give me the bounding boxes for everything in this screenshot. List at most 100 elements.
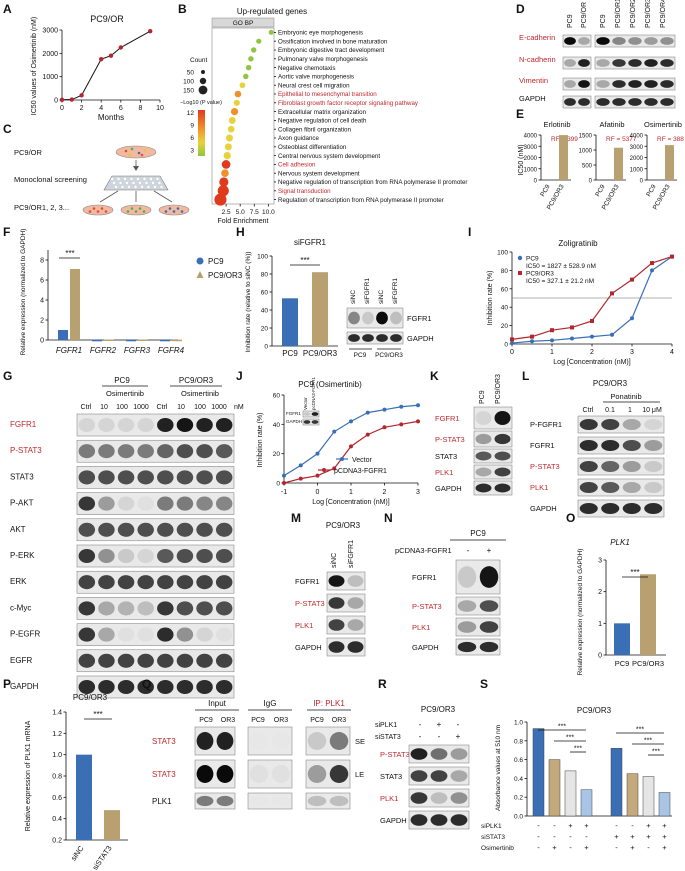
panelS-sig: *** xyxy=(644,738,652,745)
panelI-point xyxy=(550,338,554,343)
panelC-well xyxy=(149,177,153,181)
panelR-row-label: P-STAT3 xyxy=(380,750,410,759)
panelK-blot-band xyxy=(475,483,492,493)
panelG-blot-band xyxy=(98,496,115,511)
panelG-group1: PC9 xyxy=(114,376,130,385)
panelP-sig: *** xyxy=(93,710,102,719)
x-tick-label: 4 xyxy=(670,349,674,356)
panelG-blot-band xyxy=(137,444,154,459)
panelG-blot-band xyxy=(196,653,213,668)
panelC-clone-cell xyxy=(164,210,168,213)
panelH-ylabel: Inhibition rate (relative to siNC (%)) xyxy=(245,251,252,352)
panelG-blot-band xyxy=(157,522,174,537)
panelG-blot-band xyxy=(176,601,194,616)
panelC-clone-cell xyxy=(100,207,104,210)
panelF-category: FGFR1 xyxy=(56,346,82,355)
panel-label-A: A xyxy=(3,2,12,16)
panelE-bar xyxy=(614,147,623,180)
panel-label-Q: Q xyxy=(142,677,151,691)
panelD-col-left: PC9/OR xyxy=(581,2,588,28)
panelD-col-right: PC9/OR2 xyxy=(630,0,637,28)
panelA-point xyxy=(69,97,75,102)
y-tick-label: 0 xyxy=(54,98,58,105)
panelL-blot-band xyxy=(579,440,598,451)
panelB-dot xyxy=(230,107,239,116)
panelK-blot-band xyxy=(494,467,511,477)
panelG-group2: PC9/OR3 xyxy=(179,376,214,385)
panelJ-legend-marker xyxy=(340,457,344,461)
panelF-bar xyxy=(70,269,80,340)
panelM-group: PC9/OR3 xyxy=(326,521,361,530)
panelE-rf: RF = 388 xyxy=(657,136,684,143)
panelD-blot-right-band xyxy=(628,59,642,67)
panelG-blot-band xyxy=(157,653,174,668)
panelB-legend-count: 150 xyxy=(183,88,194,95)
panel-label-E: E xyxy=(516,107,524,121)
panelL-blot-band xyxy=(601,461,620,472)
panelG-drug: Osimertinib xyxy=(181,389,219,398)
panelB-term: Axon guidance xyxy=(278,135,319,142)
panelP-bar xyxy=(104,810,120,840)
panelJ-inset-blot-frame xyxy=(302,410,320,418)
panelG-blot-band xyxy=(176,575,194,590)
panelE-bar xyxy=(559,135,568,180)
panelQ-blot-igg-band xyxy=(249,732,269,750)
panelD-row-label: GAPDH xyxy=(519,94,546,103)
panelG-row-label: STAT3 xyxy=(10,472,34,481)
panelS-ylabel: Absorbance values at 510 nm xyxy=(495,725,502,811)
panelG-blot-band xyxy=(117,653,135,668)
panelM-row-label: GAPDH xyxy=(295,643,322,652)
panelC-clone-cell xyxy=(176,207,180,210)
panelL-blot-band xyxy=(644,503,663,514)
panelR-row-label: PLK1 xyxy=(380,794,398,803)
panelH-blot-col: siNC xyxy=(378,290,385,304)
panelB-term: Ossification involved in bone maturation xyxy=(278,38,388,45)
panelB-dot xyxy=(256,38,262,44)
panelC-clone-cell xyxy=(96,210,100,213)
panelC-well xyxy=(145,181,148,185)
panelR-sign: - xyxy=(419,732,422,741)
panelG-blot-band xyxy=(157,575,174,590)
panelA-ylabel: IC50 values of Osimertinib (nM) xyxy=(31,17,38,115)
panelR-row-label: STAT3 xyxy=(380,772,402,781)
panelG-blot-frame xyxy=(76,649,235,673)
panelM-blot-band xyxy=(328,597,345,609)
panelS-sign: - xyxy=(615,821,618,830)
panelN-row-label: FGFR1 xyxy=(412,573,437,582)
panelB-legend-p-title: −Log10 (P value) xyxy=(180,100,222,106)
x-tick-label: 2.5 xyxy=(222,209,231,216)
panelK-blot-band xyxy=(494,433,511,445)
panelG-lane: Ctrl xyxy=(157,404,168,411)
panelJ-legend: Vector xyxy=(352,457,373,464)
panelG-blot-band xyxy=(176,679,194,695)
panelH-blot-fgfr1-band xyxy=(376,311,388,325)
panelB-term: Embryonic eye morphogenesis xyxy=(278,30,363,37)
panelS-sign: - xyxy=(537,843,540,852)
panelL-blot-frame xyxy=(577,478,665,497)
panel-label-K: K xyxy=(430,369,439,383)
panelK-blot-band xyxy=(475,467,492,477)
panelC-split-arrow xyxy=(99,190,119,203)
panelJ-point xyxy=(399,404,404,409)
panelC-clone-cell xyxy=(126,210,130,213)
panelI-ylabel: Inhibition rate (%) xyxy=(487,271,494,326)
x-tick-label: 2 xyxy=(590,349,594,356)
panelC-label2: Monoclonal screening xyxy=(14,175,87,184)
panelB-legend-dot xyxy=(201,70,205,74)
panelR-sign: - xyxy=(438,732,441,741)
panelC-label3: PC9/OR1, 2, 3... xyxy=(14,203,69,212)
panelR-row-label: GAPDH xyxy=(380,816,407,825)
panelG-blot-band xyxy=(98,627,115,642)
panelO-bar xyxy=(614,623,630,655)
x-tick-label: 3 xyxy=(416,489,420,496)
panelQ-blot-igg-band xyxy=(249,765,269,783)
panelH-blot-gapdh-frame xyxy=(346,331,404,345)
panelG-blot-band xyxy=(176,653,194,668)
panelG-blot-band xyxy=(98,522,115,537)
y-tick-label: 1500 xyxy=(579,134,593,140)
panelG-blot-band xyxy=(78,417,96,433)
panelG-lane: 10 xyxy=(177,404,185,411)
panelS-bar xyxy=(548,759,561,817)
panelL-blot-band xyxy=(579,482,598,493)
panelB-term: Epithelial to mesenchymal transition xyxy=(278,91,377,98)
